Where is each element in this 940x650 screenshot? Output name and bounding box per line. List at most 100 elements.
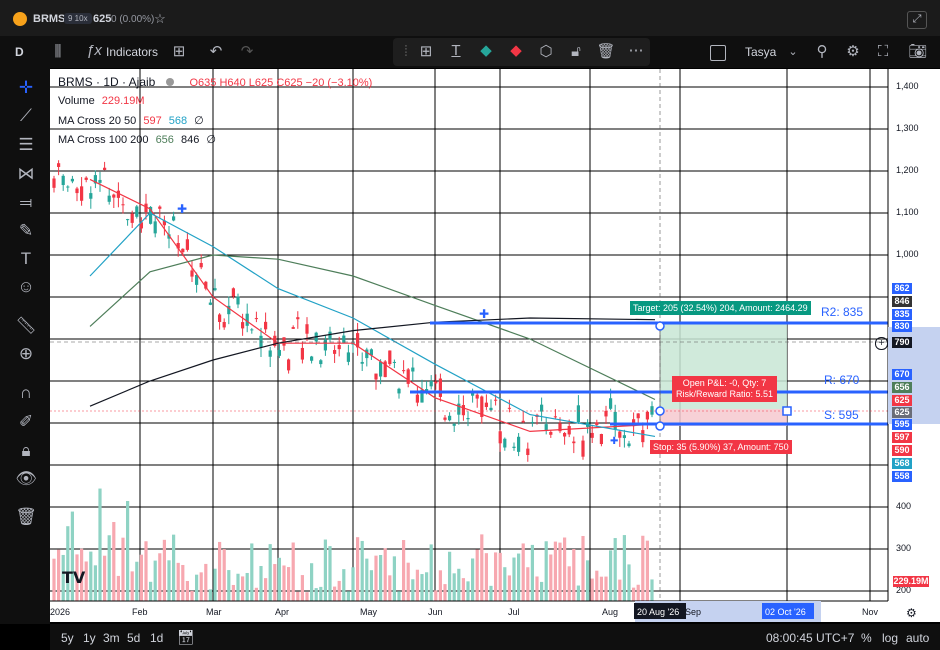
chevron-down-icon[interactable]: ⌄ [788, 46, 798, 58]
candle-body [636, 413, 640, 419]
candle-body [98, 179, 102, 183]
search-icon[interactable]: ⚲ [816, 43, 828, 60]
chart-canvas[interactable]: ✚ ✚ ✚ TV 2026 Feb Mar Apr May Jun Jul Aug Sep Nov… [50, 69, 940, 622]
trash-icon[interactable]: 🗑︎ [15, 507, 37, 526]
candle-body [319, 360, 323, 365]
volume-bar [181, 564, 185, 601]
undo-icon[interactable]: ↶ [209, 43, 223, 60]
candle-body [480, 396, 484, 417]
stop-label[interactable]: Stop: 35 (5.90%) 37, Amount: 750 [650, 440, 792, 454]
lock-icon[interactable]: 🔓︎ [571, 43, 581, 60]
candle-body [80, 186, 84, 201]
target-label[interactable]: Target: 205 (32.54%) 204, Amount: 2464.2… [630, 301, 811, 315]
date-range-icon[interactable]: 📅︎ [177, 629, 195, 645]
stay-in-drawing-icon[interactable]: ✐ [18, 412, 34, 431]
layout-name[interactable]: Tasya [745, 45, 777, 59]
handle-point[interactable] [655, 421, 665, 431]
crosshair-icon[interactable]: ✛ [18, 78, 34, 97]
maximize-icon[interactable]: ⤢ [907, 11, 927, 29]
emoji-icon[interactable]: ☺ [17, 277, 35, 296]
auto-toggle[interactable]: auto [906, 631, 930, 645]
bottom-bar: 5y 1y 3m 5d 1d 📅︎ 08:00:45 UTC+7 % log a… [50, 624, 940, 650]
handle-point[interactable] [655, 321, 665, 331]
volume-bar [172, 534, 176, 601]
text-tool-icon[interactable]: T [451, 42, 461, 59]
drag-handle-icon[interactable]: ⁞ [403, 43, 409, 60]
axis-settings-icon[interactable]: ⚙ [906, 606, 917, 620]
volume-bar [475, 549, 479, 601]
more-icon[interactable]: ⋯ [628, 42, 644, 59]
candle-body [379, 361, 383, 377]
crosshair-price-icon[interactable]: + [875, 337, 888, 350]
clock-time[interactable]: 08:00:45 UTC+7 [766, 631, 855, 645]
ruler-icon[interactable]: 📏︎ [15, 316, 37, 335]
volume-bar [208, 589, 212, 601]
candle-body [300, 347, 304, 360]
price-axis-tick: 1,300 [896, 123, 919, 133]
star-icon[interactable]: ☆ [154, 11, 166, 26]
line-color-icon[interactable]: ◆ [510, 42, 522, 59]
cross-marker-icon[interactable]: ✚ [610, 436, 618, 447]
stop-zone[interactable] [660, 409, 787, 426]
volume-bar [526, 567, 530, 601]
settings-icon[interactable]: ⬡ [539, 43, 553, 60]
symbol-name[interactable]: BRMS [33, 13, 66, 25]
candle-body [429, 380, 433, 387]
range-1d[interactable]: 1d [150, 631, 164, 645]
fib-icon[interactable]: ☰ [18, 135, 34, 154]
templates-icon[interactable]: ⊞ [172, 43, 186, 60]
lock-drawings-icon[interactable]: 🔒︎ [21, 441, 31, 460]
cross-marker-icon[interactable]: ✚ [479, 307, 489, 321]
range-5d[interactable]: 5d [127, 631, 141, 645]
volume-bar [268, 544, 272, 601]
price-axis-tick: 400 [896, 501, 912, 511]
candle-body [277, 349, 281, 356]
brush-icon[interactable]: ✎ [18, 221, 34, 240]
range-5y[interactable]: 5y [61, 631, 74, 645]
trend-line-icon[interactable]: ⟋ [20, 106, 32, 125]
text-icon[interactable]: T [20, 249, 32, 268]
handle-point[interactable] [782, 406, 792, 416]
gear-icon[interactable]: ⚙ [846, 43, 860, 60]
timeframe-button[interactable]: D [15, 45, 24, 59]
r2-label[interactable]: R2: 835 [821, 305, 864, 319]
chart-area[interactable]: ✚ ✚ ✚ TV 2026 Feb Mar Apr May Jun Jul Aug Sep Nov… [50, 69, 940, 622]
eye-icon[interactable]: 👁︎ [15, 469, 37, 488]
camera-icon[interactable]: 📷︎ [908, 43, 928, 60]
candle-body [457, 403, 461, 415]
fill-color-icon[interactable]: ◆ [480, 42, 492, 59]
prediction-icon[interactable]: ⫤ [19, 193, 33, 212]
indicators-icon[interactable]: ƒx [86, 42, 102, 59]
volume-bar [185, 580, 189, 601]
handle-point[interactable] [655, 406, 665, 416]
cross-marker-icon[interactable]: ✚ [177, 202, 187, 216]
candle-body [52, 178, 56, 188]
candle-body [494, 399, 498, 401]
zoom-in-icon[interactable]: ⊕ [18, 344, 34, 363]
redo-icon[interactable]: ↷ [240, 43, 254, 60]
magnet-icon[interactable]: ∩ [19, 383, 33, 402]
s-label[interactable]: S: 595 [824, 408, 859, 422]
candle-body [627, 443, 631, 447]
indicators-button[interactable]: Indicators [106, 45, 159, 59]
delete-icon[interactable]: 🗑︎ [596, 43, 616, 60]
candle-body [181, 248, 185, 253]
log-toggle[interactable]: log [882, 631, 899, 645]
candle-body [208, 302, 212, 305]
price-axis-tick: 1,400 [896, 81, 919, 91]
percent-toggle[interactable]: % [861, 631, 872, 645]
open-pl-box[interactable]: Open P&L: -0, Qty: 7 Risk/Reward Ratio: … [672, 376, 778, 402]
chart-type-icon[interactable]: ⫼ [54, 43, 62, 60]
volume-bar [149, 581, 153, 601]
time-axis-label: May [360, 607, 378, 617]
fullscreen-icon[interactable]: ⛶ [877, 43, 889, 60]
pattern-icon[interactable]: ⋈ [17, 164, 35, 183]
select-checkbox[interactable] [710, 45, 726, 61]
r-label[interactable]: R: 670 [824, 373, 860, 387]
ma2-value-3: ∅ [206, 134, 216, 146]
volume-label: Volume [58, 95, 95, 107]
range-3m[interactable]: 3m [103, 631, 120, 645]
object-tree-icon[interactable]: ⊞ [419, 43, 433, 60]
price-badge: 656 [892, 382, 912, 393]
range-1y[interactable]: 1y [83, 631, 96, 645]
